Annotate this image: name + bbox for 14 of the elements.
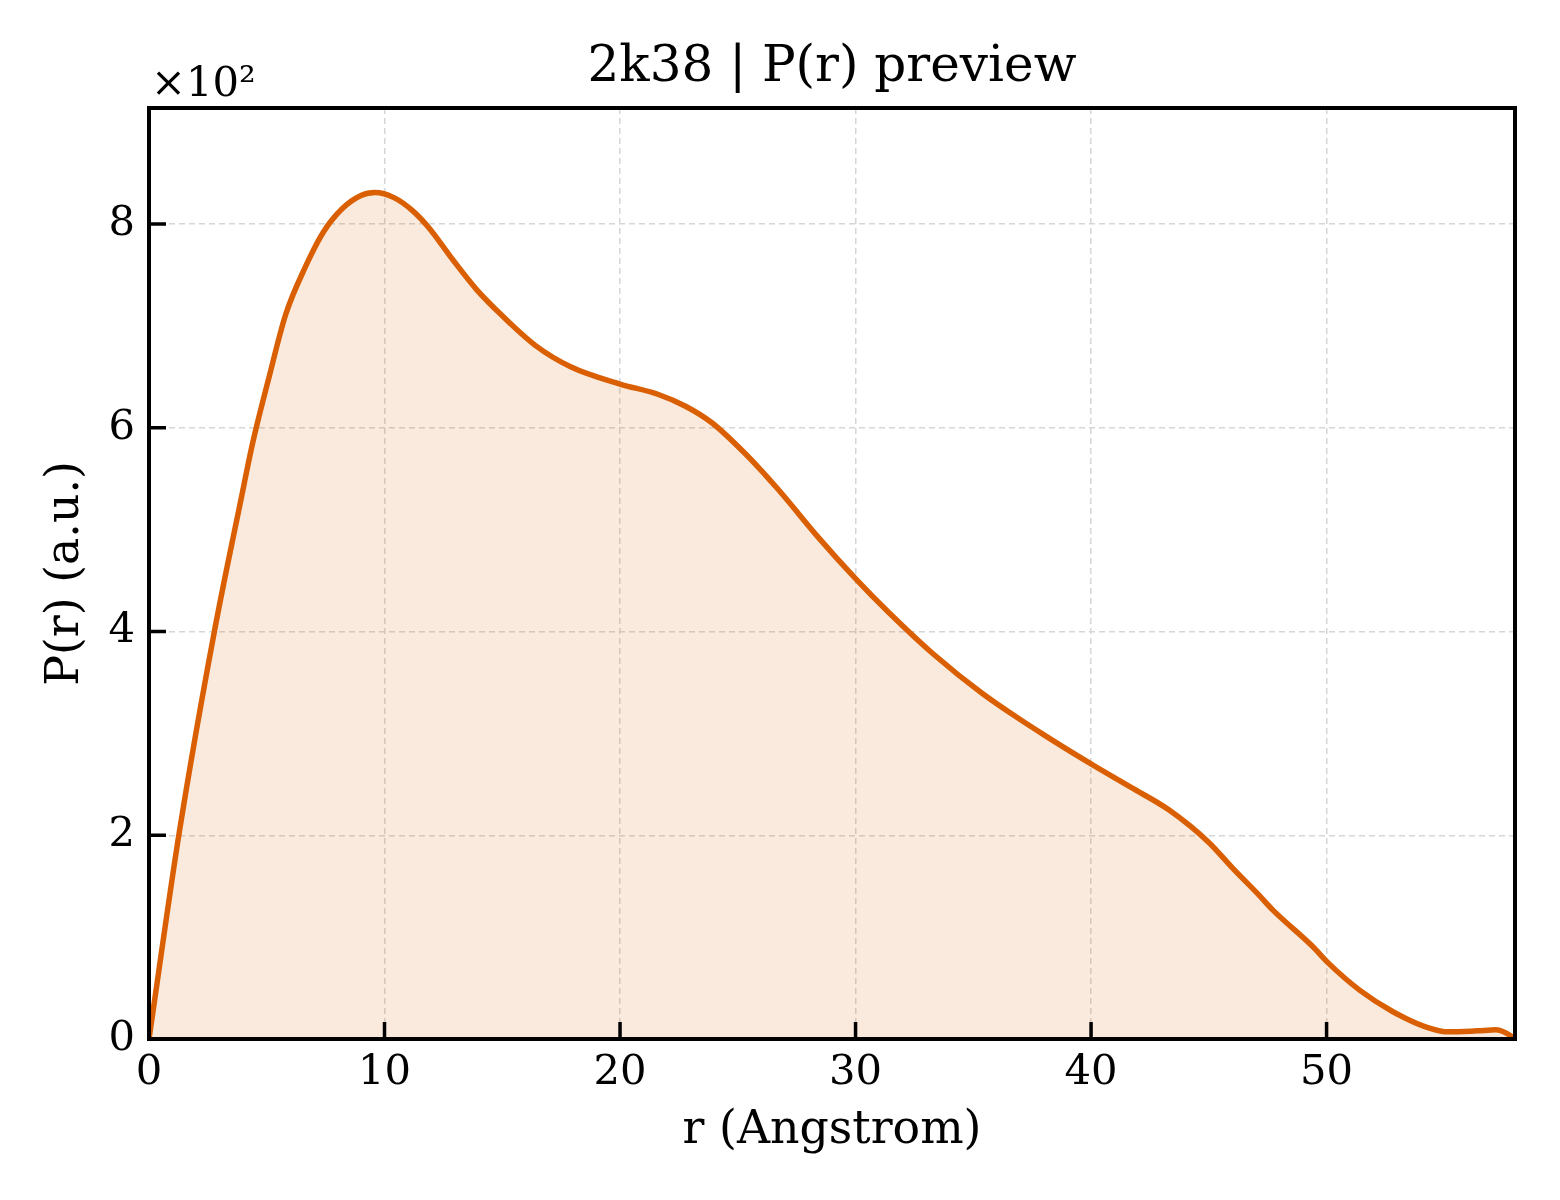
y-tick-label: 0	[108, 1010, 135, 1060]
x-tick-label: 50	[1300, 1044, 1354, 1094]
x-tick-label: 10	[357, 1044, 412, 1094]
text: ×10²	[151, 57, 256, 106]
y-axis-title: P(r) (a.u.)	[34, 461, 89, 686]
y-tick-label: 6	[108, 399, 135, 449]
x-tick-label: 40	[1064, 1044, 1118, 1094]
y-tick-label: 4	[108, 603, 135, 653]
y-tick-label: 8	[108, 195, 135, 245]
x-axis-title: r (Angstrom)	[682, 1100, 982, 1155]
x-tick-label: 20	[593, 1044, 647, 1094]
chart-title: 2k38 | P(r) preview	[587, 34, 1077, 93]
x-tick-label: 30	[829, 1044, 883, 1094]
y-tick-label: 2	[108, 807, 135, 857]
